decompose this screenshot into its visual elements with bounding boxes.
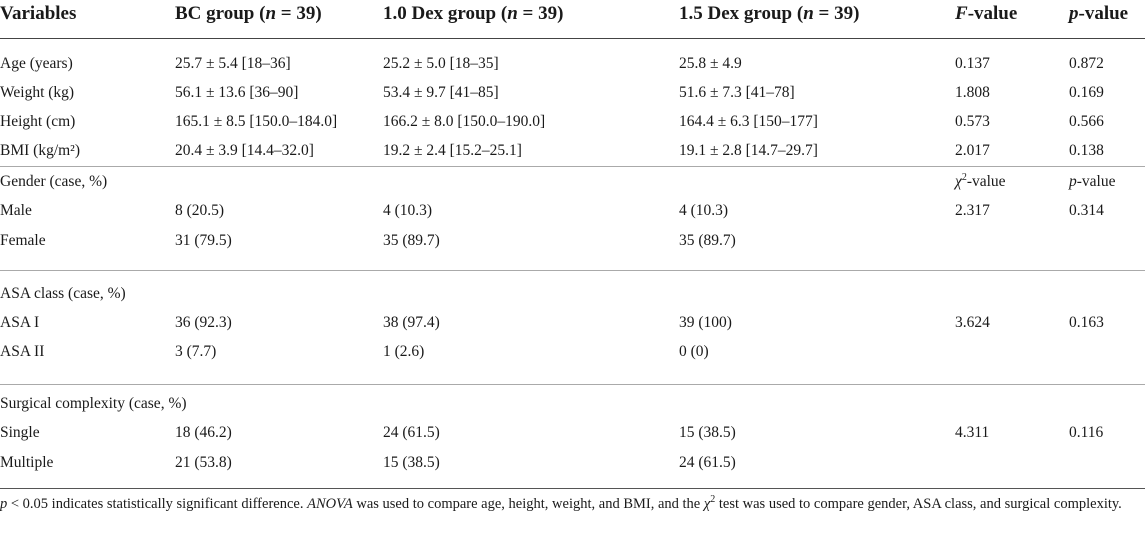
bc-value: 21 (53.8) (175, 454, 232, 471)
dex10-value: 166.2 ± 8.0 [150.0–190.0] (383, 113, 546, 130)
section-label: Gender (case, %) (0, 173, 108, 190)
table-row: Gender (case, %) χ2-value p-value (0, 168, 1145, 197)
header-dex10-group: 1.0 Dex group (n = 39) (383, 3, 564, 24)
dex15-value: 51.6 ± 7.3 [41–78] (679, 84, 795, 101)
p-value: 0.169 (1069, 84, 1104, 101)
row-label: Single (0, 424, 40, 441)
dex15-value: 24 (61.5) (679, 454, 736, 471)
header-f-value: F-value (955, 3, 1018, 24)
bc-value: 18 (46.2) (175, 424, 232, 441)
stat-value: 0.573 (955, 113, 990, 130)
row-label: ASA II (0, 343, 45, 360)
dex15-value: 25.8 ± 4.9 (679, 55, 742, 72)
dex10-value: 35 (89.7) (383, 232, 440, 249)
row-label: Age (years) (0, 55, 73, 72)
bc-value: 8 (20.5) (175, 202, 225, 219)
p-value-header: p-value (1069, 173, 1116, 190)
p-value: 0.314 (1069, 202, 1104, 219)
stat-value: 2.317 (955, 202, 990, 219)
section-divider (0, 166, 1145, 167)
table-bottom-rule (0, 488, 1145, 489)
row-label: Female (0, 232, 46, 249)
section-divider (0, 384, 1145, 385)
row-label: BMI (kg/m²) (0, 142, 80, 159)
section-label: ASA class (case, %) (0, 285, 126, 302)
dex15-value: 19.1 ± 2.8 [14.7–29.7] (679, 142, 818, 159)
dex15-value: 39 (100) (679, 314, 732, 331)
bc-value: 165.1 ± 8.5 [150.0–184.0] (175, 113, 338, 130)
bc-value: 56.1 ± 13.6 [36–90] (175, 84, 299, 101)
row-label: Weight (kg) (0, 84, 75, 101)
dex10-value: 24 (61.5) (383, 424, 440, 441)
stat-value: 3.624 (955, 314, 990, 331)
dex10-value: 15 (38.5) (383, 454, 440, 471)
row-label: Male (0, 202, 32, 219)
bc-value: 36 (92.3) (175, 314, 232, 331)
bc-value: 20.4 ± 3.9 [14.4–32.0] (175, 142, 314, 159)
table-row: Male 8 (20.5) 4 (10.3) 4 (10.3) 2.317 0.… (0, 197, 1145, 226)
dex15-value: 4 (10.3) (679, 202, 729, 219)
dex10-value: 19.2 ± 2.4 [15.2–25.1] (383, 142, 522, 159)
row-label: Multiple (0, 454, 54, 471)
p-value: 0.872 (1069, 55, 1104, 72)
p-value: 0.163 (1069, 314, 1104, 331)
p-value: 0.566 (1069, 113, 1104, 130)
row-label: Height (cm) (0, 113, 76, 130)
table-row: Height (cm) 165.1 ± 8.5 [150.0–184.0] 16… (0, 108, 1145, 137)
dex15-value: 164.4 ± 6.3 [150–177] (679, 113, 818, 130)
header-p-value: p-value (1069, 3, 1129, 24)
chi-square-header: χ2-value (955, 171, 1006, 190)
section-divider (0, 270, 1145, 271)
table-row: Single 18 (46.2) 24 (61.5) 15 (38.5) 4.3… (0, 419, 1145, 448)
stat-value: 2.017 (955, 142, 990, 159)
dex15-value: 15 (38.5) (679, 424, 736, 441)
header-variables: Variables (0, 3, 77, 24)
stat-value: 0.137 (955, 55, 990, 72)
table-row: Surgical complexity (case, %) (0, 390, 1145, 419)
stat-value: 1.808 (955, 84, 990, 101)
table-row: Multiple 21 (53.8) 15 (38.5) 24 (61.5) (0, 449, 1145, 478)
table-row: ASA I 36 (92.3) 38 (97.4) 39 (100) 3.624… (0, 309, 1145, 338)
table-row: Female 31 (79.5) 35 (89.7) 35 (89.7) (0, 227, 1145, 256)
p-value: 0.138 (1069, 142, 1104, 159)
table-row: BMI (kg/m²) 20.4 ± 3.9 [14.4–32.0] 19.2 … (0, 137, 1145, 166)
bc-value: 31 (79.5) (175, 232, 232, 249)
table-header: Variables BC group (n = 39) 1.0 Dex grou… (0, 0, 1145, 39)
bc-value: 3 (7.7) (175, 343, 217, 360)
dex15-value: 35 (89.7) (679, 232, 736, 249)
dex15-value: 0 (0) (679, 343, 709, 360)
bc-value: 25.7 ± 5.4 [18–36] (175, 55, 291, 72)
header-dex15-group: 1.5 Dex group (n = 39) (679, 3, 860, 24)
table-row: Age (years) 25.7 ± 5.4 [18–36] 25.2 ± 5.… (0, 50, 1145, 79)
dex10-value: 4 (10.3) (383, 202, 433, 219)
stat-value: 4.311 (955, 424, 990, 441)
header-bc-group: BC group (n = 39) (175, 3, 322, 24)
dex10-value: 53.4 ± 9.7 [41–85] (383, 84, 499, 101)
p-value: 0.116 (1069, 424, 1104, 441)
table-row: ASA class (case, %) (0, 280, 1145, 309)
table-row: Weight (kg) 56.1 ± 13.6 [36–90] 53.4 ± 9… (0, 79, 1145, 108)
dex10-value: 1 (2.6) (383, 343, 425, 360)
dex10-value: 25.2 ± 5.0 [18–35] (383, 55, 499, 72)
section-label: Surgical complexity (case, %) (0, 395, 187, 412)
table-footnote: p < 0.05 indicates statistically signifi… (0, 494, 1122, 512)
table-row: ASA II 3 (7.7) 1 (2.6) 0 (0) (0, 338, 1145, 367)
dex10-value: 38 (97.4) (383, 314, 440, 331)
row-label: ASA I (0, 314, 40, 331)
